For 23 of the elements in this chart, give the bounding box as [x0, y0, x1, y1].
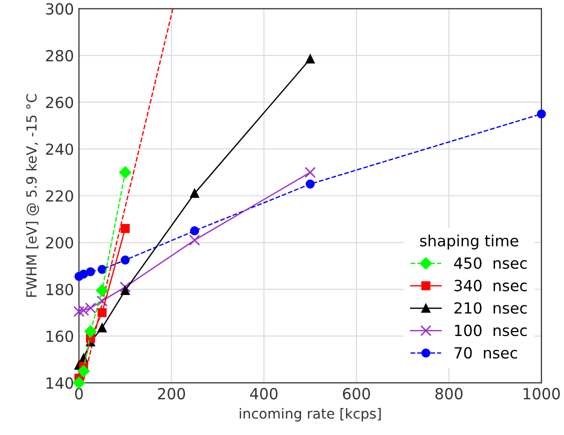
- y-tick-label: 260: [46, 96, 74, 108]
- legend-label: 70 nsec: [454, 347, 518, 359]
- legend-label: 340 nsec: [454, 280, 527, 292]
- y-axis-title: FWHM [eV] @ 5.9 keV, -15 °C: [26, 94, 39, 297]
- x-tick-label: 1000: [524, 388, 560, 400]
- legend-title: shaping time: [420, 234, 518, 250]
- y-tick-label: 300: [46, 3, 74, 15]
- legend-label: 450 nsec: [454, 257, 527, 269]
- legend-label: 210 nsec: [454, 302, 527, 314]
- x-tick-label: 800: [435, 388, 463, 400]
- y-tick-label: 140: [46, 377, 74, 389]
- x-tick-label: 400: [250, 388, 278, 400]
- x-tick-label: 600: [342, 388, 370, 400]
- y-tick-label: 160: [46, 330, 74, 342]
- x-tick-label: 0: [75, 388, 83, 400]
- legend-label: 100 nsec: [455, 324, 527, 336]
- y-tick-label: 240: [46, 143, 74, 156]
- x-tick-label: 200: [158, 388, 186, 400]
- y-tick-label: 200: [46, 236, 74, 249]
- x-axis-title: incoming rate [kcps]: [240, 408, 381, 422]
- y-tick-label: 220: [46, 190, 74, 202]
- y-tick-label: 280: [46, 50, 74, 62]
- y-tick-label: 180: [46, 284, 74, 296]
